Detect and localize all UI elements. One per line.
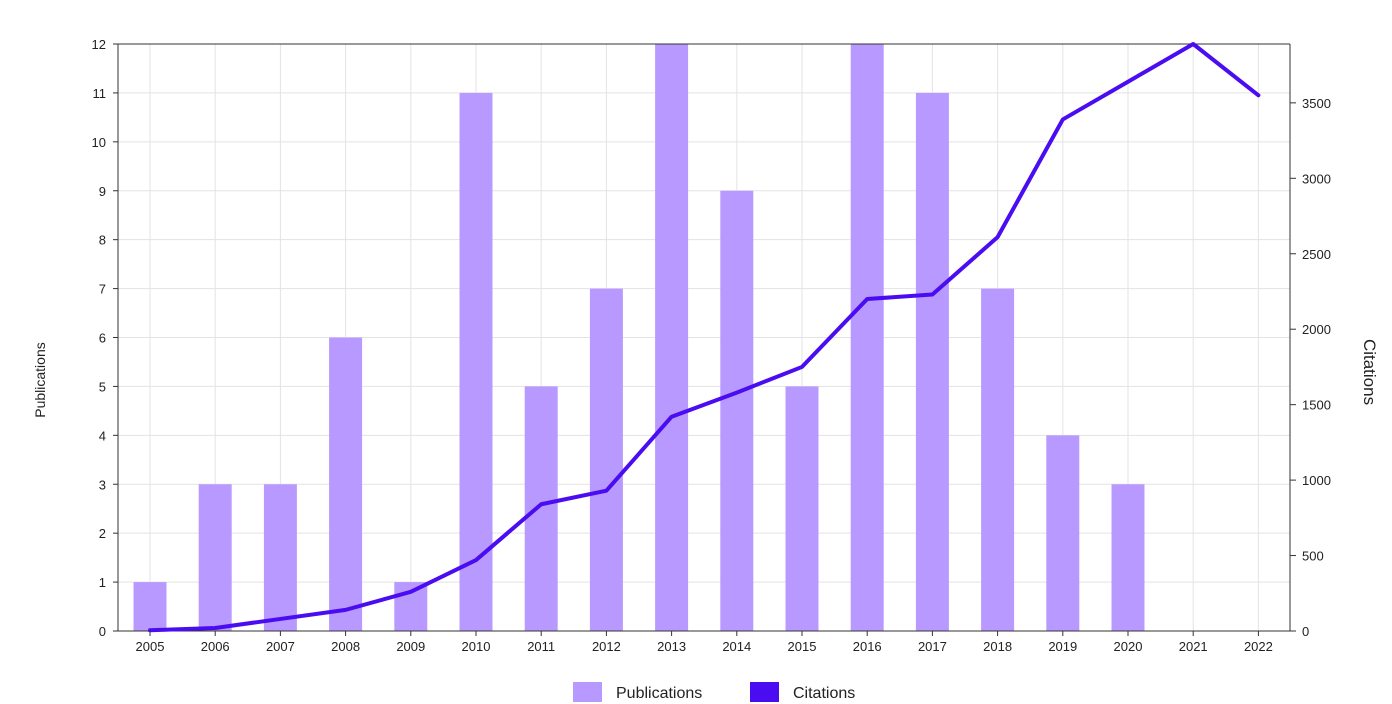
bar-publications-2007: [263, 484, 297, 631]
point-citations-2016: [865, 297, 869, 301]
y-right-tick-label: 0: [1302, 624, 1309, 639]
x-tick-label: 2021: [1179, 639, 1208, 654]
legend-label-citations: Citations: [793, 685, 855, 702]
legend-item-publications[interactable]: Publications: [573, 682, 702, 702]
bar-publications-2012: [589, 288, 623, 631]
x-tick-label: 2009: [396, 639, 425, 654]
legend-swatch-citations: [750, 682, 779, 702]
y-left-tick-label: 1: [99, 575, 106, 590]
x-tick-label: 2007: [266, 639, 295, 654]
x-tick-label: 2008: [331, 639, 360, 654]
legend: Publications Citations: [573, 682, 855, 702]
y-left-tick-label: 4: [99, 428, 106, 443]
x-tick-label: 2016: [853, 639, 882, 654]
point-citations-2006: [213, 626, 217, 630]
y-left-tick-label: 10: [92, 135, 106, 150]
y-right-tick-label: 2000: [1302, 322, 1331, 337]
x-axis-ticks: 2005 2006 2007 2008 2009 2010 2011 2012 2013 2014…: [136, 631, 1273, 654]
x-tick-label: 2010: [462, 639, 491, 654]
x-tick-label: 2020: [1114, 639, 1143, 654]
publications-bars: [133, 44, 1145, 631]
y-left-tick-label: 2: [99, 526, 106, 541]
y-left-tick-label: 9: [99, 184, 106, 199]
point-citations-2009: [409, 590, 413, 594]
bar-publications-2008: [329, 337, 363, 631]
point-citations-2017: [930, 292, 934, 296]
point-citations-2015: [800, 365, 804, 369]
y-right-axis-title: Citations: [1360, 339, 1379, 405]
legend-label-publications: Publications: [616, 685, 702, 702]
point-citations-2007: [278, 617, 282, 621]
y-right-axis-ticks: 0 500 1000 1500 2000 2500 3000 3500: [1290, 96, 1331, 639]
bar-publications-2006: [198, 484, 232, 631]
bar-publications-2009: [394, 582, 428, 631]
point-citations-2022: [1256, 93, 1260, 97]
x-tick-label: 2014: [722, 639, 751, 654]
x-tick-label: 2017: [918, 639, 947, 654]
bar-publications-2015: [785, 386, 819, 631]
legend-item-citations[interactable]: Citations: [750, 682, 855, 702]
y-left-axis-title: Publications: [32, 342, 48, 418]
x-tick-label: 2006: [201, 639, 230, 654]
bar-publications-2019: [1046, 435, 1080, 631]
point-citations-2010: [474, 558, 478, 562]
y-left-tick-label: 7: [99, 282, 106, 297]
legend-swatch-publications: [573, 682, 602, 702]
point-citations-2020: [1126, 80, 1130, 84]
x-tick-label: 2012: [592, 639, 621, 654]
point-citations-2012: [604, 489, 608, 493]
bar-publications-2018: [981, 288, 1015, 631]
y-left-tick-label: 12: [92, 37, 106, 52]
bar-publications-2020: [1111, 484, 1145, 631]
bar-publications-2016: [850, 44, 884, 631]
point-citations-2018: [996, 235, 1000, 239]
point-citations-2019: [1061, 117, 1065, 121]
x-tick-label: 2011: [527, 639, 555, 654]
x-tick-label: 2022: [1244, 639, 1273, 654]
citations-line-group: [148, 42, 1261, 633]
y-left-tick-label: 5: [99, 379, 106, 394]
point-citations-2011: [539, 502, 543, 506]
x-tick-label: 2013: [657, 639, 686, 654]
point-citations-2021: [1191, 42, 1195, 46]
x-tick-label: 2018: [983, 639, 1012, 654]
bar-publications-2017: [915, 92, 949, 631]
bar-publications-2010: [459, 92, 493, 631]
bar-publications-2011: [524, 386, 558, 631]
y-right-tick-label: 1000: [1302, 473, 1331, 488]
x-tick-label: 2015: [788, 639, 817, 654]
point-citations-2005: [148, 628, 152, 632]
y-right-tick-label: 3500: [1302, 96, 1331, 111]
y-right-tick-label: 3000: [1302, 171, 1331, 186]
point-citations-2014: [735, 391, 739, 395]
bar-publications-2005: [133, 582, 167, 631]
y-left-tick-label: 8: [99, 233, 106, 248]
citations-line: [148, 42, 1261, 633]
y-left-tick-label: 3: [99, 477, 106, 492]
point-citations-2013: [670, 415, 674, 419]
y-left-tick-label: 6: [99, 331, 106, 346]
y-left-tick-label: 0: [99, 624, 106, 639]
y-right-tick-label: 1500: [1302, 398, 1331, 413]
x-tick-label: 2005: [136, 639, 165, 654]
y-right-tick-label: 500: [1302, 549, 1324, 564]
x-tick-label: 2019: [1048, 639, 1077, 654]
y-right-tick-label: 2500: [1302, 247, 1331, 262]
y-left-tick-label: 11: [93, 86, 107, 101]
bar-publications-2013: [655, 44, 689, 631]
point-citations-2008: [344, 608, 348, 612]
bar-publications-2014: [720, 190, 754, 631]
